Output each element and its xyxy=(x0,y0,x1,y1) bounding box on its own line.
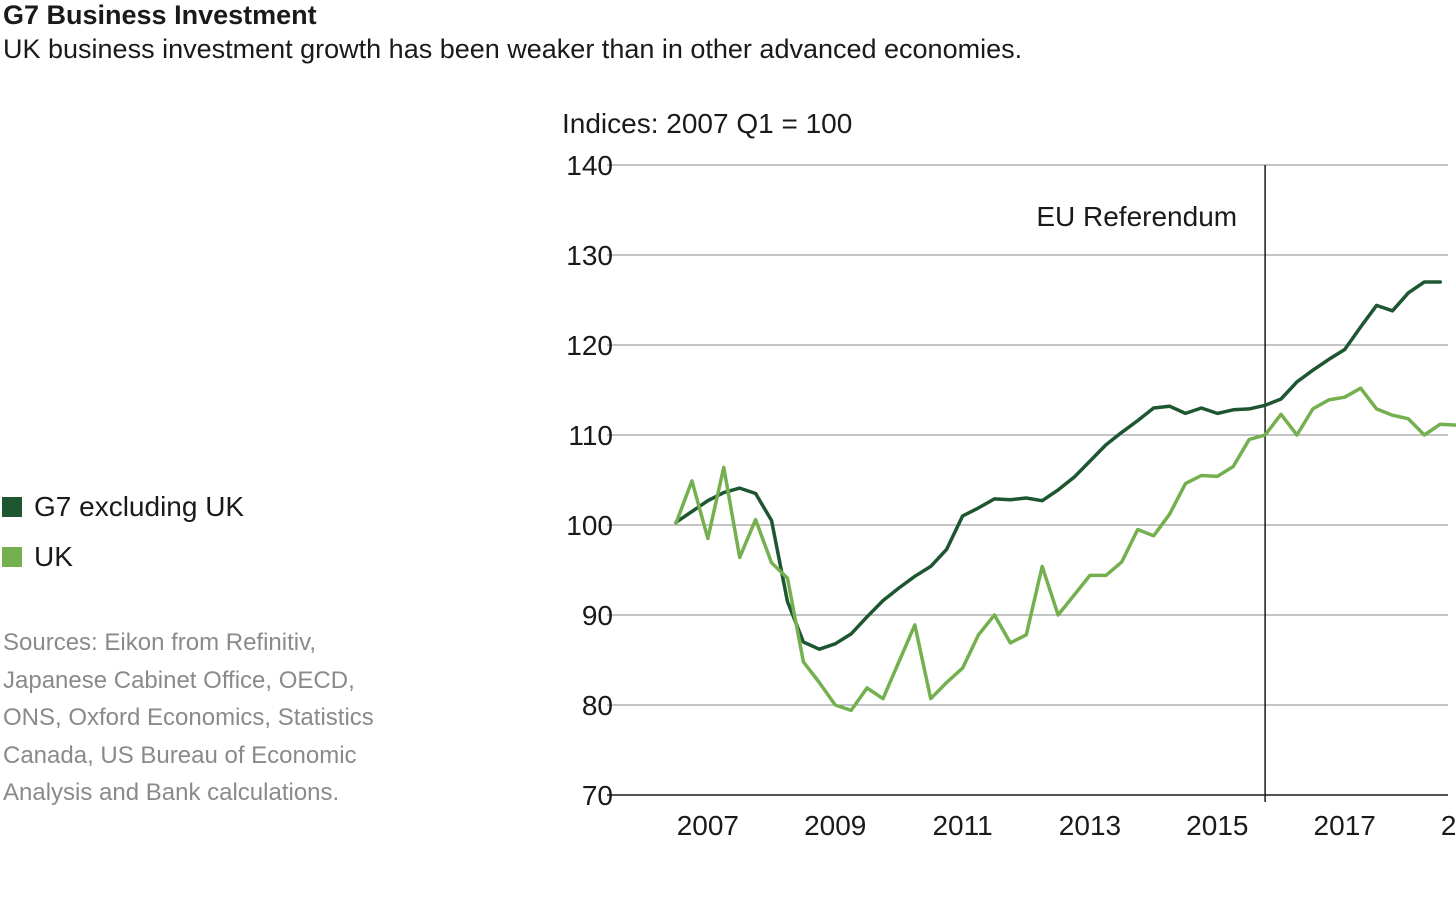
y-tick-labels: 70 80 90 100 110 120 130 140 xyxy=(566,150,613,811)
legend-label-g7: G7 excluding UK xyxy=(34,491,245,522)
series-line-g7-excluding-uk xyxy=(674,280,1442,651)
annotation: EU Referendum xyxy=(1036,165,1266,802)
legend-label-uk: UK xyxy=(34,541,73,572)
x-tick-2007: 2007 xyxy=(677,810,739,841)
y-tick-130: 130 xyxy=(566,240,613,271)
eu-referendum-label: EU Referendum xyxy=(1036,201,1237,232)
x-tick-2013: 2013 xyxy=(1059,810,1121,841)
y-tick-110: 110 xyxy=(568,420,613,451)
legend-item-g7: G7 excluding UK xyxy=(2,482,244,532)
series-lines xyxy=(674,280,1456,713)
x-tick-2015: 2015 xyxy=(1186,810,1248,841)
x-tick-2009: 2009 xyxy=(804,810,866,841)
series-line-uk xyxy=(674,386,1456,713)
x-tick-2017: 2017 xyxy=(1314,810,1376,841)
x-tick-labels: 2007 2009 2011 2013 2015 2017 2019 xyxy=(677,810,1456,841)
x-tick-2011: 2011 xyxy=(932,810,992,841)
y-tick-140: 140 xyxy=(566,150,613,181)
y-axis-label: Indices: 2007 Q1 = 100 xyxy=(562,108,852,139)
legend-swatch-g7 xyxy=(2,497,22,517)
y-tick-100: 100 xyxy=(566,510,613,541)
y-tick-80: 80 xyxy=(582,690,613,721)
sources-note: Sources: Eikon from Refinitiv, Japanese … xyxy=(3,629,374,806)
chart-subtitle: UK business investment growth has been w… xyxy=(3,34,1023,64)
chart-title: G7 Business Investment xyxy=(3,0,317,30)
legend-swatch-uk xyxy=(2,547,22,567)
y-tick-70: 70 xyxy=(582,780,613,811)
legend-item-uk: UK xyxy=(2,532,244,582)
x-tick-2019: 2019 xyxy=(1441,810,1456,841)
legend: G7 excluding UK UK xyxy=(2,482,244,582)
grid-lines xyxy=(607,164,1448,796)
y-tick-120: 120 xyxy=(566,330,613,361)
y-tick-90: 90 xyxy=(582,600,613,631)
